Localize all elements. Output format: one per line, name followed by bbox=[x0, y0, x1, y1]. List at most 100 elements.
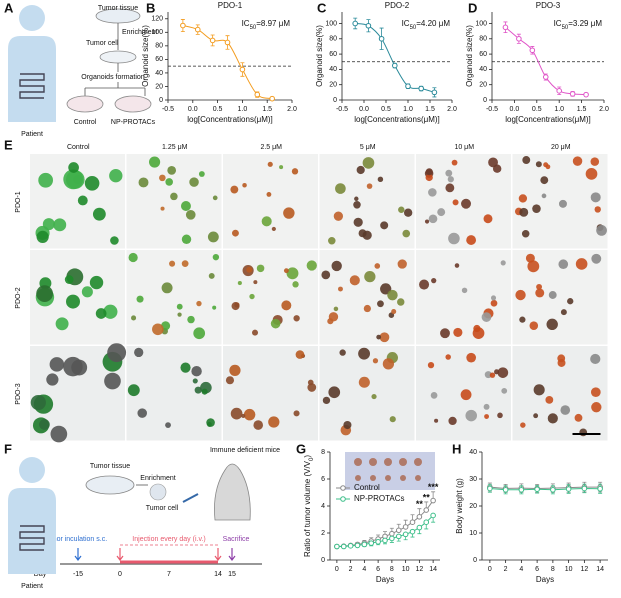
chart-title: PDO-1 bbox=[218, 1, 243, 10]
organoid bbox=[283, 268, 289, 274]
x-tick-label: 0.5 bbox=[532, 106, 542, 113]
organoid bbox=[137, 408, 147, 418]
marker bbox=[392, 62, 398, 69]
organoid bbox=[77, 195, 88, 206]
axis-label: IC50=4.20 μM bbox=[402, 19, 451, 30]
x-tick-label: 14 bbox=[596, 566, 604, 573]
body bbox=[8, 488, 56, 574]
organoid bbox=[590, 192, 601, 203]
organoid bbox=[193, 327, 206, 340]
organoid bbox=[194, 386, 202, 394]
marker bbox=[352, 20, 359, 27]
organoid bbox=[138, 177, 149, 188]
marker bbox=[361, 541, 368, 548]
marker bbox=[423, 507, 430, 513]
organoid-image bbox=[416, 250, 511, 345]
text-part: 0 bbox=[309, 457, 315, 461]
organoid bbox=[541, 193, 547, 199]
organoid bbox=[232, 229, 239, 237]
organoid bbox=[358, 347, 370, 360]
y-tick-label: 40 bbox=[479, 66, 487, 73]
row-label: PDO-2 bbox=[15, 287, 22, 309]
marker bbox=[597, 485, 603, 492]
organoid bbox=[453, 327, 463, 337]
organoid bbox=[591, 253, 602, 264]
cells bbox=[149, 483, 167, 501]
axis-label: Ratio of tumor volume (V/V0) bbox=[303, 455, 314, 557]
text-part: Body weight (g) bbox=[455, 478, 464, 534]
organoid bbox=[189, 177, 199, 187]
organoid bbox=[104, 372, 121, 390]
label: Enrichment bbox=[140, 475, 175, 482]
x-tick-label: 2.0 bbox=[287, 106, 297, 113]
organoid bbox=[198, 171, 205, 177]
panel-labels: A B C D E F G H bbox=[4, 0, 477, 456]
label: -15 bbox=[73, 571, 83, 578]
organoid bbox=[391, 309, 397, 315]
marker bbox=[569, 91, 576, 97]
organoid bbox=[483, 214, 493, 224]
organoid bbox=[574, 413, 583, 422]
organoid bbox=[165, 422, 171, 429]
organoid bbox=[358, 229, 367, 238]
y-axis-label: Organoid size(%) bbox=[315, 25, 324, 87]
x-tick-label: 0 bbox=[488, 566, 492, 573]
y-tick-label: 40 bbox=[329, 66, 337, 73]
marker bbox=[254, 91, 261, 98]
organoid bbox=[585, 168, 598, 180]
organoid bbox=[364, 270, 376, 283]
x-tick-label: 1.0 bbox=[554, 106, 564, 113]
organoid bbox=[253, 280, 258, 285]
legend-label: NP-PROTACs bbox=[354, 494, 405, 503]
row-label: PDO-3 bbox=[15, 383, 22, 405]
x-tick-label: 4 bbox=[519, 566, 523, 573]
organoid bbox=[536, 283, 543, 290]
significance: ** bbox=[416, 499, 424, 509]
photo bbox=[345, 452, 435, 490]
syringe bbox=[182, 493, 199, 503]
y-tick-label: 120 bbox=[151, 16, 163, 23]
y-tick-label: 60 bbox=[479, 51, 487, 58]
organoid bbox=[521, 229, 530, 238]
organoid bbox=[237, 280, 242, 286]
organoid-image bbox=[223, 250, 318, 345]
organoid bbox=[353, 201, 361, 209]
marker bbox=[529, 47, 536, 54]
x-tick-label: 8 bbox=[551, 566, 555, 573]
organoid bbox=[307, 383, 317, 392]
organoid bbox=[71, 359, 88, 376]
organoid bbox=[95, 308, 107, 319]
text-part: =8.97 μM bbox=[256, 19, 290, 28]
y-tick-label: 0 bbox=[321, 557, 325, 564]
organoid bbox=[46, 373, 59, 386]
organoid bbox=[431, 278, 437, 284]
organoid bbox=[397, 259, 407, 269]
organoid bbox=[84, 176, 100, 191]
x-tick-label: 14 bbox=[429, 566, 437, 573]
column-label: 1.25 μM bbox=[162, 144, 188, 151]
organoid bbox=[212, 305, 217, 310]
organoid bbox=[212, 195, 218, 201]
organoid bbox=[271, 226, 276, 232]
x-tick-label: 6 bbox=[376, 566, 380, 573]
arrow bbox=[116, 548, 124, 561]
organoid bbox=[328, 236, 336, 245]
mouse bbox=[214, 463, 251, 521]
organoid bbox=[437, 208, 446, 217]
y-tick-label: 100 bbox=[475, 20, 487, 27]
organoid bbox=[89, 275, 104, 290]
x-tick-label: 0.5 bbox=[213, 106, 223, 113]
organoid bbox=[461, 287, 468, 294]
organoid bbox=[540, 176, 549, 185]
organoid bbox=[230, 407, 243, 420]
marker bbox=[550, 487, 556, 493]
organoid bbox=[398, 206, 405, 213]
marker bbox=[423, 519, 430, 526]
column-label: 2.5 μM bbox=[260, 144, 282, 151]
organoid bbox=[590, 387, 601, 398]
head bbox=[19, 5, 45, 31]
marker bbox=[354, 542, 361, 549]
organoid bbox=[328, 312, 339, 322]
text-part: 50 bbox=[410, 25, 417, 31]
label: Organoids formation bbox=[81, 74, 145, 81]
